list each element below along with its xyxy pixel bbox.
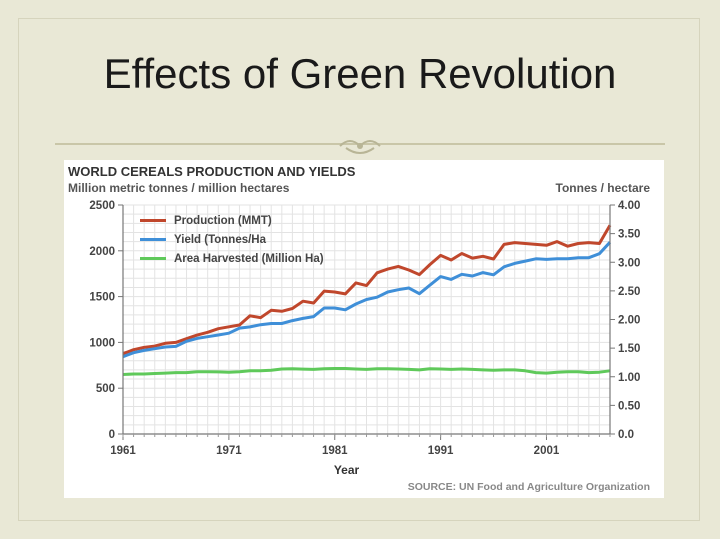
y-left-tick-label: 2000 bbox=[89, 246, 115, 258]
y-right-tick-label: 0.0 bbox=[618, 429, 634, 441]
y-left-tick-label: 2500 bbox=[89, 200, 115, 212]
legend-label-yield: Yield (Tonnes/Ha bbox=[174, 233, 267, 246]
chart-panel bbox=[64, 160, 664, 498]
chart-source: SOURCE: UN Food and Agriculture Organiza… bbox=[407, 481, 650, 493]
y-left-tick-label: 500 bbox=[96, 383, 115, 395]
legend-item-production: Production (MMT) bbox=[140, 211, 324, 230]
x-tick-label: 1981 bbox=[322, 445, 348, 457]
slide-title: Effects of Green Revolution bbox=[103, 50, 617, 97]
y-right-tick-label: 1.00 bbox=[618, 372, 640, 384]
y-left-tick-label: 1000 bbox=[89, 337, 115, 349]
y-right-tick-label: 2.50 bbox=[618, 286, 640, 298]
series-line-production bbox=[122, 224, 612, 356]
y-right-tick-label: 0.50 bbox=[618, 400, 640, 412]
legend-swatch-area bbox=[140, 257, 166, 260]
legend-swatch-production bbox=[140, 219, 166, 222]
x-tick-label: 1961 bbox=[110, 445, 136, 457]
legend-item-yield: Yield (Tonnes/Ha bbox=[140, 230, 324, 249]
legend-label-production: Production (MMT) bbox=[174, 214, 272, 227]
legend-swatch-yield bbox=[140, 238, 166, 241]
legend-item-area: Area Harvested (Million Ha) bbox=[140, 249, 324, 268]
x-axis-label: Year bbox=[334, 463, 360, 477]
chart-legend: Production (MMT) Yield (Tonnes/Ha Area H… bbox=[140, 211, 324, 268]
y-left-tick-label: 1500 bbox=[89, 292, 115, 304]
divider-ornament-icon bbox=[339, 140, 381, 154]
y-right-tick-label: 3.00 bbox=[618, 257, 640, 269]
y-right-tick-label: 4.00 bbox=[618, 200, 640, 212]
series-line-area bbox=[122, 367, 611, 376]
x-tick-label: 1991 bbox=[428, 445, 454, 457]
slide-frame bbox=[18, 18, 700, 521]
y-right-tick-label: 1.50 bbox=[618, 343, 640, 355]
series-layer bbox=[122, 224, 612, 376]
y-right-tick-label: 3.50 bbox=[618, 229, 640, 241]
right-axis-unit-label: Tonnes / hectare bbox=[555, 181, 650, 195]
legend-label-area: Area Harvested (Million Ha) bbox=[174, 252, 324, 265]
left-axis-unit-label: Million metric tonnes / million hectares bbox=[68, 181, 290, 195]
series-line-yield bbox=[122, 241, 612, 359]
y-right-tick-label: 2.00 bbox=[618, 315, 640, 327]
x-tick-label: 1971 bbox=[216, 445, 242, 457]
y-left-tick-label: 0 bbox=[109, 429, 115, 441]
chart-title: WORLD CEREALS PRODUCTION AND YIELDS bbox=[68, 164, 356, 179]
x-tick-label: 2001 bbox=[534, 445, 560, 457]
axis-layer: 0 500 1000 1500 2000 2500 0.0 0.50 1.00 1.50 2.00 2… bbox=[89, 200, 640, 477]
